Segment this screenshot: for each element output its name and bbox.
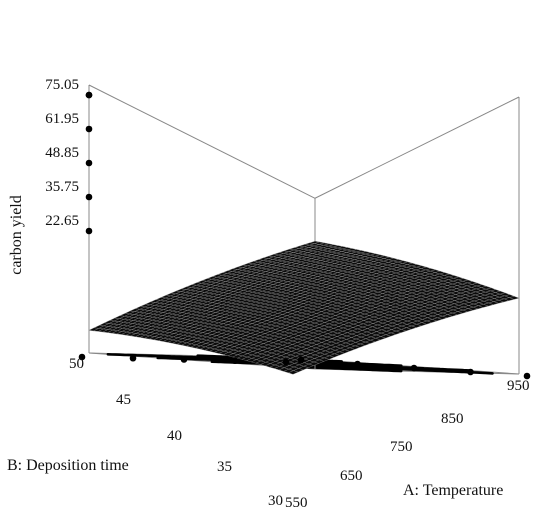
x-tick-label: 650 (340, 468, 363, 484)
surface-cell (287, 370, 299, 375)
z-tick-top (85, 91, 93, 99)
y-tick-label: 30 (268, 493, 283, 509)
x-tick-mark (354, 360, 361, 368)
x-axis-label: A: Temperature (403, 482, 503, 499)
y-tick-label: 40 (167, 428, 182, 444)
x-tick-label: 550 (285, 495, 308, 511)
response-surface (88, 241, 520, 375)
y-tick-label: 50 (69, 356, 84, 372)
x-tick-label: 850 (441, 411, 464, 427)
tick-layer: 22.65 35.75 48.85 61.95 75.05 30 35 40 45 50 550 65… (45, 77, 531, 511)
z-tick-label: 75.05 (45, 77, 79, 93)
x-tick-mark (467, 368, 474, 376)
z-axis-label: carbon yield (8, 195, 25, 275)
z-tick-mark (85, 125, 93, 133)
y-tick-mark (78, 353, 86, 361)
y-axis-label: B: Deposition time (7, 457, 129, 474)
z-tick-label: 22.65 (45, 213, 79, 229)
box-top-right (314, 96, 520, 199)
z-tick-label: 35.75 (45, 179, 79, 195)
y-tick-label: 35 (217, 459, 232, 475)
z-tick-label: 48.85 (45, 145, 79, 161)
x-tick-label: 950 (507, 378, 530, 394)
z-tick-label: 61.95 (45, 111, 79, 127)
box-top-left (88, 84, 316, 199)
z-tick-mark (85, 227, 93, 235)
z-tick-mark (85, 159, 93, 167)
y-tick-mark (129, 354, 137, 362)
x-tick-mark (523, 372, 531, 380)
x-tick-mark (297, 356, 305, 364)
y-tick-mark (180, 356, 188, 363)
y-tick-mark (282, 358, 290, 366)
z-tick-mark (85, 193, 93, 201)
x-tick-mark (410, 364, 418, 372)
x-tick-label: 750 (390, 439, 413, 455)
y-tick-label: 45 (116, 392, 131, 408)
y-tick-mark (231, 357, 239, 365)
